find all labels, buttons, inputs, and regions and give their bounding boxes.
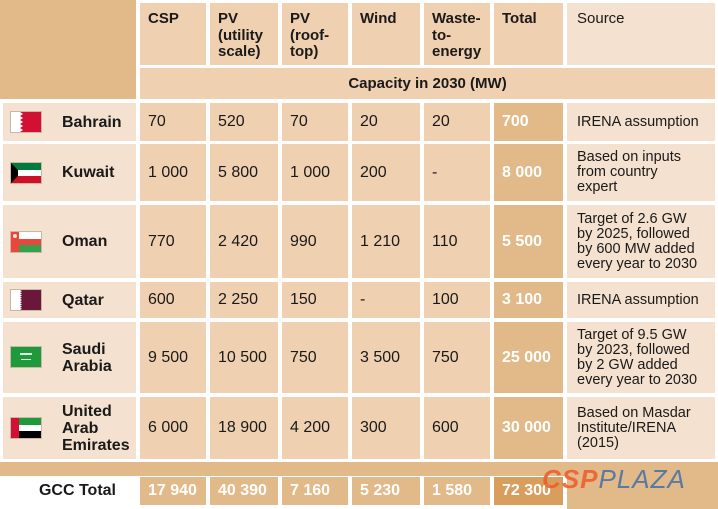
oman-flag-icon xyxy=(10,231,42,253)
cell-total: 8 000 xyxy=(494,144,563,201)
subheader-label: Capacity in 2030 (MW) xyxy=(348,75,507,92)
header-line: PV xyxy=(290,10,311,27)
gcc-total-total: 72 300 xyxy=(494,477,563,505)
divider-band xyxy=(0,462,718,476)
watermark-csp: CSP xyxy=(542,464,599,494)
cell-csp: 600 xyxy=(140,282,206,318)
country-name: Qatar xyxy=(62,291,104,309)
country-name: Kuwait xyxy=(62,164,115,181)
cell-waste: 110 xyxy=(424,205,490,278)
table-corner xyxy=(0,0,136,99)
row-label-oman: Oman xyxy=(3,205,136,278)
row-label-bahrain: Bahrain xyxy=(3,103,136,141)
cell-pv-utility: 5 800 xyxy=(210,144,278,201)
cell-total: 25 000 xyxy=(494,322,563,393)
header-line: (utility xyxy=(218,26,263,44)
cell-wind: 200 xyxy=(352,144,420,201)
gcc-total-waste: 1 580 xyxy=(424,477,490,505)
cell-total: 700 xyxy=(494,103,563,141)
header-csp: CSP xyxy=(140,3,206,65)
header-line: energy xyxy=(432,43,482,60)
header-line: top) xyxy=(290,43,319,60)
csp-plaza-watermark: CSP PLAZA xyxy=(542,464,686,495)
cell-csp: 1 000 xyxy=(140,144,206,201)
bahrain-flag-icon xyxy=(10,111,42,133)
cell-pv-utility: 18 900 xyxy=(210,397,278,459)
cell-pv-rooftop: 4 200 xyxy=(282,397,348,459)
header-total: Total xyxy=(494,3,563,65)
header-line: Waste- xyxy=(432,10,481,27)
cell-pv-rooftop: 750 xyxy=(282,322,348,393)
cell-total: 30 000 xyxy=(494,397,563,459)
header-line: PV xyxy=(218,10,239,27)
cell-total: 5 500 xyxy=(494,205,563,278)
cell-source: IRENA assumption xyxy=(567,103,715,141)
country-name: Bahrain xyxy=(62,113,122,131)
cell-pv-utility: 2 250 xyxy=(210,282,278,318)
cell-pv-utility: 10 500 xyxy=(210,322,278,393)
row-label-kuwait: Kuwait xyxy=(3,144,136,201)
row-label-uae: United Arab Emirates xyxy=(3,397,136,459)
cell-pv-rooftop: 150 xyxy=(282,282,348,318)
cell-wind: 1 210 xyxy=(352,205,420,278)
cell-waste: 100 xyxy=(424,282,490,318)
watermark-plaza: PLAZA xyxy=(598,464,686,494)
cell-pv-rooftop: 1 000 xyxy=(282,144,348,201)
cell-wind: 300 xyxy=(352,397,420,459)
cell-source: Based on Masdar Institute/IRENA (2015) xyxy=(567,397,715,459)
gcc-total-csp: 17 940 xyxy=(140,477,206,505)
gcc-total-label: GCC Total xyxy=(0,477,136,505)
country-name: Saudi Arabia xyxy=(62,340,112,375)
cell-pv-rooftop: 70 xyxy=(282,103,348,141)
gcc-total-wind: 5 230 xyxy=(352,477,420,505)
cell-total: 3 100 xyxy=(494,282,563,318)
cell-waste: 20 xyxy=(424,103,490,141)
header-waste-to-energy: Waste- to- energy xyxy=(424,3,490,65)
cell-pv-utility: 520 xyxy=(210,103,278,141)
cell-wind: - xyxy=(352,282,420,318)
row-label-saudi-arabia: Saudi Arabia xyxy=(3,322,136,393)
uae-flag-icon xyxy=(10,417,42,439)
capacity-subheader: Capacity in 2030 (MW) xyxy=(140,68,715,99)
cell-waste: - xyxy=(424,144,490,201)
cell-csp: 9 500 xyxy=(140,322,206,393)
cell-waste: 750 xyxy=(424,322,490,393)
country-name: United Arab Emirates xyxy=(62,402,130,454)
gcc-total-pv-rooftop: 7 160 xyxy=(282,477,348,505)
gcc-total-pv-utility: 40 390 xyxy=(210,477,278,505)
cell-pv-utility: 2 420 xyxy=(210,205,278,278)
cell-waste: 600 xyxy=(424,397,490,459)
cell-csp: 70 xyxy=(140,103,206,141)
cell-pv-rooftop: 990 xyxy=(282,205,348,278)
cell-source: Target of 9.5 GW by 2023, followed by 2 … xyxy=(567,322,715,393)
cell-csp: 6 000 xyxy=(140,397,206,459)
header-pv-utility: PV (utility scale) xyxy=(210,3,278,65)
totals-right-fill xyxy=(567,462,718,509)
cell-wind: 3 500 xyxy=(352,322,420,393)
country-name: Oman xyxy=(62,233,108,250)
cell-source: IRENA assumption xyxy=(567,282,715,318)
header-wind-label: Wind xyxy=(360,10,397,27)
header-total-label: Total xyxy=(502,10,537,27)
header-csp-label: CSP xyxy=(148,10,179,27)
header-pv-rooftop: PV (roof- top) xyxy=(282,3,348,65)
row-label-qatar: Qatar xyxy=(3,282,136,318)
saudi-arabia-flag-icon xyxy=(10,346,42,368)
header-source-label: Source xyxy=(577,10,625,27)
header-line: (roof- xyxy=(290,26,330,44)
cell-wind: 20 xyxy=(352,103,420,141)
header-wind: Wind xyxy=(352,3,420,65)
cell-csp: 770 xyxy=(140,205,206,278)
cell-source: Based on inputs from country expert xyxy=(567,144,715,201)
header-line: scale) xyxy=(218,43,261,60)
cell-source: Target of 2.6 GW by 2025, followed by 60… xyxy=(567,205,715,278)
kuwait-flag-icon xyxy=(10,162,42,184)
header-source: Source xyxy=(567,3,715,65)
qatar-flag-icon xyxy=(10,289,42,311)
header-line: to- xyxy=(432,26,452,44)
